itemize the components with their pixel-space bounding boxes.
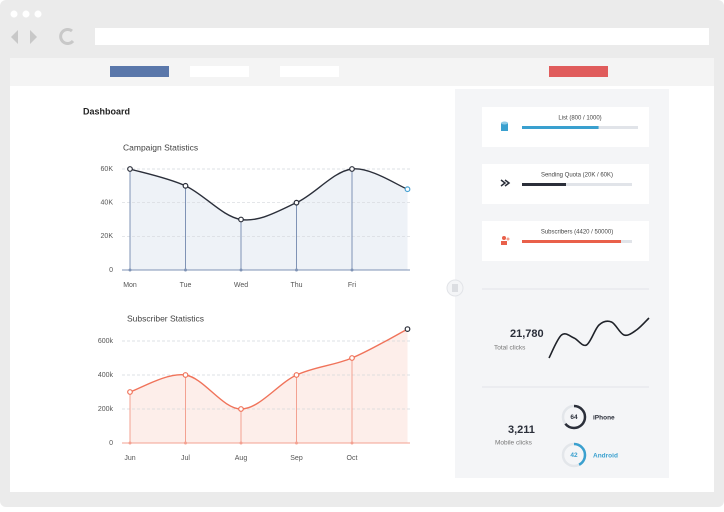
point bbox=[238, 216, 244, 223]
progress-fill bbox=[522, 240, 621, 243]
window-dot bbox=[34, 10, 42, 18]
nav-item[interactable] bbox=[110, 66, 169, 77]
axis-dot bbox=[350, 268, 354, 272]
point bbox=[349, 355, 355, 361]
point bbox=[127, 166, 133, 172]
device-name: iPhone bbox=[593, 415, 615, 422]
x-tick-label: Tue bbox=[180, 282, 192, 289]
stat-value: 3,211 bbox=[508, 424, 535, 436]
y-tick-label: 20K bbox=[101, 233, 114, 240]
subscribers-icon bbox=[501, 236, 510, 245]
window-dot bbox=[22, 10, 30, 18]
progress-label: Subscribers (4420 / 50000) bbox=[541, 230, 613, 236]
back-button[interactable] bbox=[11, 30, 18, 44]
window-dot bbox=[10, 10, 18, 18]
progress-fill bbox=[522, 126, 599, 129]
device-name: Android bbox=[593, 453, 618, 460]
point bbox=[293, 199, 300, 206]
address-bar[interactable] bbox=[95, 28, 709, 45]
axis-dot bbox=[239, 441, 243, 445]
progress-label: Sending Quota (20K / 60K) bbox=[541, 173, 613, 179]
point bbox=[127, 389, 133, 395]
x-tick-label: Fri bbox=[348, 282, 357, 289]
x-tick-label: Oct bbox=[347, 455, 358, 462]
point bbox=[404, 186, 411, 193]
chart-title: Subscriber Statistics bbox=[127, 313, 204, 323]
stat-label: Total clicks bbox=[494, 345, 526, 352]
x-tick-label: Thu bbox=[290, 282, 302, 289]
axis-dot bbox=[128, 268, 132, 272]
nav-item[interactable] bbox=[190, 66, 249, 77]
y-tick-label: 600k bbox=[98, 338, 114, 345]
x-tick-label: Jul bbox=[181, 455, 190, 462]
axis-dot bbox=[295, 441, 298, 445]
reload-button[interactable] bbox=[59, 28, 75, 45]
donut-value: 64 bbox=[570, 414, 578, 421]
y-tick-label: 0 bbox=[109, 440, 113, 447]
point bbox=[182, 372, 189, 378]
x-tick-label: Wed bbox=[234, 282, 248, 289]
x-tick-label: Mon bbox=[123, 282, 137, 289]
forward-button[interactable] bbox=[30, 30, 37, 44]
axis-dot bbox=[295, 268, 298, 272]
axis-dot bbox=[128, 441, 132, 445]
page-title: Dashboard bbox=[83, 106, 130, 116]
axis-dot bbox=[350, 441, 354, 445]
sparkline bbox=[548, 317, 650, 359]
area bbox=[130, 168, 408, 270]
progress-fill bbox=[522, 183, 566, 186]
axis-dot bbox=[239, 268, 243, 272]
nav-item[interactable] bbox=[280, 66, 339, 77]
y-tick-label: 60K bbox=[101, 166, 114, 173]
y-tick-label: 40K bbox=[101, 200, 114, 207]
point bbox=[349, 166, 355, 172]
donut-value: 42 bbox=[570, 452, 578, 459]
point bbox=[182, 182, 189, 189]
x-tick-label: Sep bbox=[290, 455, 303, 462]
x-tick-label: Jun bbox=[124, 455, 135, 462]
y-tick-label: 0 bbox=[109, 267, 113, 274]
x-tick-label: Aug bbox=[235, 455, 248, 462]
point bbox=[404, 326, 411, 333]
sidebar bbox=[455, 89, 669, 478]
progress-track bbox=[522, 183, 632, 186]
progress-label: List (800 / 1000) bbox=[558, 116, 601, 122]
area bbox=[130, 329, 408, 443]
stat-label: Mobile clicks bbox=[495, 440, 533, 447]
point bbox=[293, 372, 300, 378]
nav-button[interactable] bbox=[549, 66, 608, 77]
chart-title: Campaign Statistics bbox=[123, 142, 198, 152]
handle-grip bbox=[452, 284, 458, 292]
y-tick-label: 200k bbox=[98, 406, 114, 413]
y-tick-label: 400k bbox=[98, 372, 114, 379]
quota-icon bbox=[500, 179, 511, 187]
axis-dot bbox=[184, 268, 187, 272]
point bbox=[238, 406, 244, 412]
donut-arc bbox=[561, 404, 587, 430]
donut-arc bbox=[561, 442, 587, 468]
stat-value: 21,780 bbox=[510, 328, 544, 340]
axis-dot bbox=[184, 441, 187, 445]
list-icon bbox=[501, 121, 508, 131]
